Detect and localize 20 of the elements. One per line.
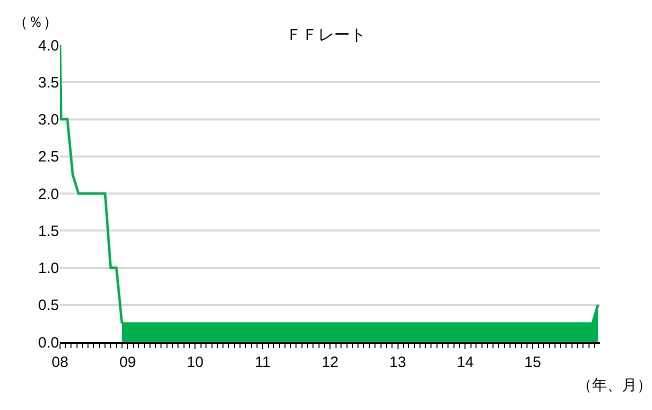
x-tick-label: 12 <box>322 354 338 371</box>
y-tick-label: 3.0 <box>38 112 59 128</box>
y-tick-label: 2.5 <box>38 148 59 166</box>
y-tick-label: 4.0 <box>38 37 59 54</box>
chart-title: ＦＦレート <box>286 26 366 44</box>
x-tick-label: 08 <box>52 354 68 371</box>
y-tick-label: 1.5 <box>38 222 59 240</box>
y-tick-label: 3.5 <box>38 74 59 92</box>
x-tick-label: 10 <box>186 354 204 371</box>
x-tick-label: 15 <box>524 354 542 371</box>
x-tick-label: 13 <box>389 354 406 371</box>
x-axis-title: （年、月） <box>577 377 652 394</box>
x-tick-label: 09 <box>119 354 136 371</box>
y-tick-label: 2.0 <box>38 186 59 203</box>
x-tick-label: 11 <box>254 354 270 371</box>
y-axis-title: （％） <box>13 14 58 31</box>
x-tick-label: 14 <box>456 354 474 371</box>
y-tick-label: 0.0 <box>38 334 59 352</box>
y-tick-label: 0.5 <box>38 297 59 314</box>
y-tick-label: 1.0 <box>38 260 59 277</box>
